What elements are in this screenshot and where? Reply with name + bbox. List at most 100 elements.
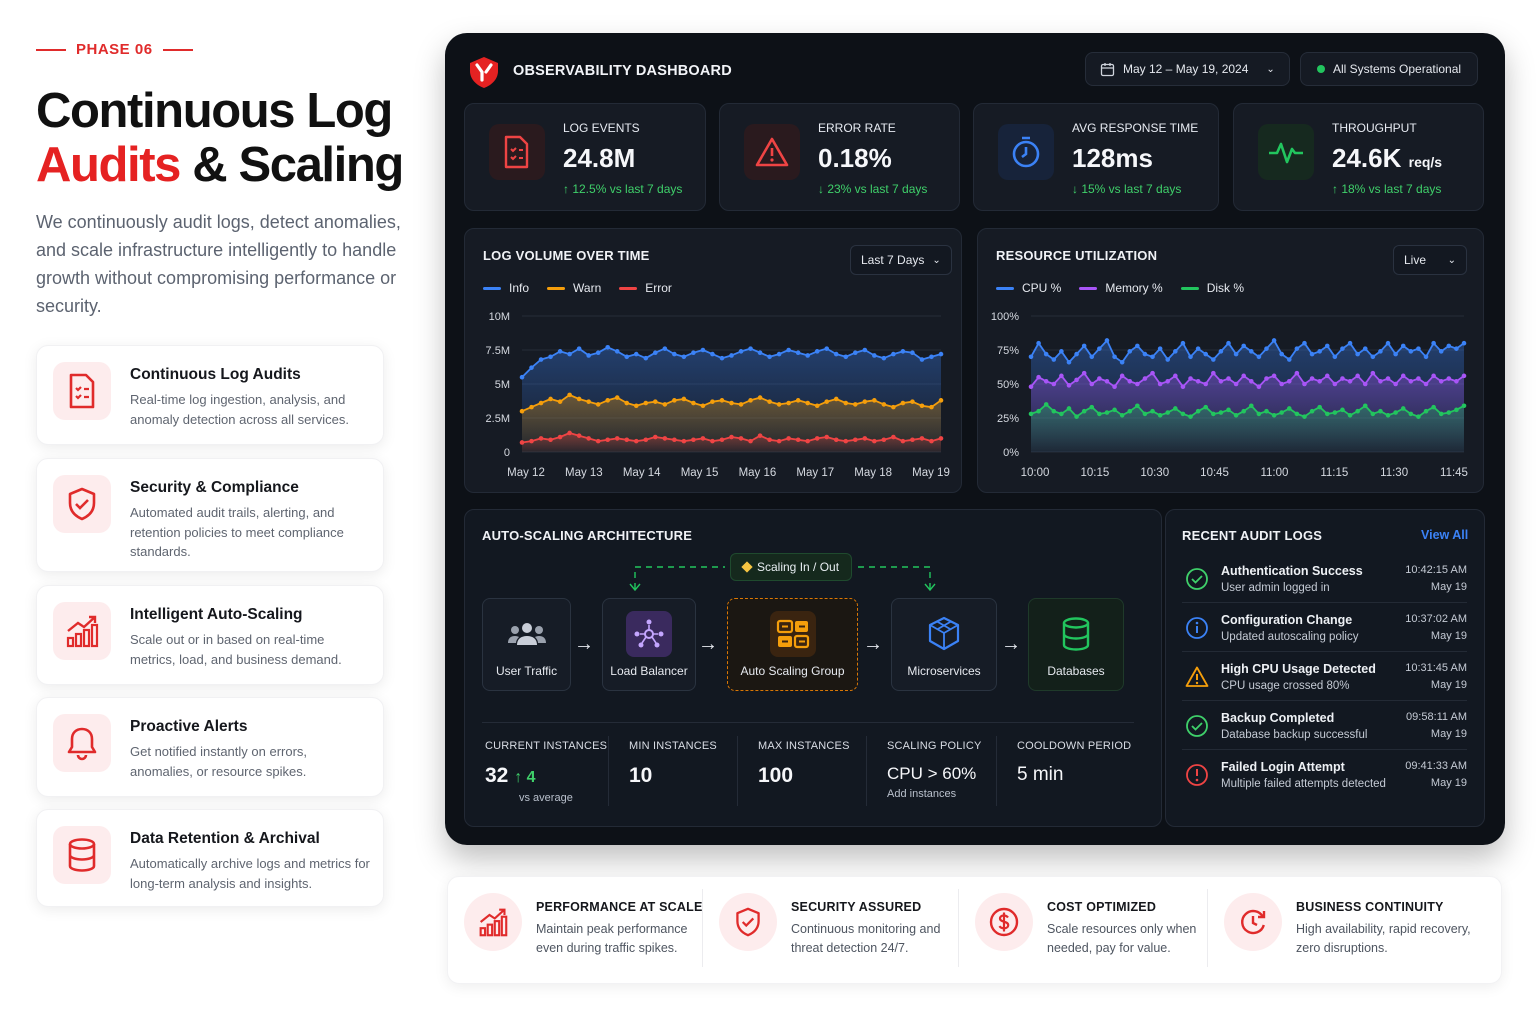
status-dot-icon	[1317, 65, 1325, 73]
data-point	[1324, 373, 1330, 379]
stat-min-instances: MIN INSTANCES 10	[629, 740, 717, 787]
data-point	[1135, 403, 1140, 409]
data-point	[1188, 414, 1193, 419]
data-point	[586, 436, 591, 441]
data-point	[748, 398, 753, 403]
data-point	[567, 430, 572, 436]
data-point	[1256, 354, 1262, 360]
series-line-memory-	[1030, 372, 1465, 388]
node-databases[interactable]: Databases	[1028, 598, 1124, 691]
data-point	[1165, 357, 1171, 362]
y-tick-label: 25%	[997, 413, 1019, 425]
data-point	[519, 408, 525, 414]
series-area-disk-	[1031, 404, 1464, 452]
data-point	[1173, 373, 1178, 379]
data-point	[1211, 357, 1216, 362]
data-point	[891, 434, 896, 440]
data-point	[1385, 376, 1391, 381]
data-point	[795, 398, 801, 403]
legend-item-memory[interactable]: Memory %	[1079, 281, 1163, 295]
feature-card-alerts: Proactive Alerts Get notified instantly …	[36, 697, 384, 797]
data-point	[891, 351, 896, 357]
data-point	[700, 347, 706, 353]
data-point	[1142, 351, 1148, 357]
x-tick-label: May 16	[739, 467, 777, 479]
node-user-traffic[interactable]: User Traffic	[482, 598, 571, 691]
feature-title: Security & Compliance	[130, 479, 299, 496]
feature-card-autoscaling: Intelligent Auto-Scaling Scale out or in…	[36, 585, 384, 685]
data-point	[1119, 412, 1125, 418]
legend-item-info[interactable]: Info	[483, 281, 529, 295]
data-point	[1142, 411, 1148, 417]
data-point	[1279, 351, 1284, 357]
legend-item-disk[interactable]: Disk %	[1180, 281, 1244, 295]
data-point	[1036, 340, 1041, 346]
data-point	[1286, 378, 1292, 384]
date-range-picker[interactable]: May 12 – May 19, 2024 ⌄	[1085, 52, 1290, 86]
data-point	[700, 403, 706, 409]
data-point	[1309, 376, 1315, 381]
data-point	[891, 404, 896, 410]
data-point	[1112, 354, 1117, 360]
audit-log-item[interactable]: Authentication Success User admin logged …	[1185, 563, 1467, 611]
warning-icon	[744, 124, 800, 180]
data-point	[691, 437, 696, 443]
growth-chart-icon	[464, 893, 522, 951]
data-point	[843, 354, 849, 360]
kpi-card-error-rate: ERROR RATE 0.18% ↓ 23% vs last 7 days	[719, 103, 960, 211]
feature-desc: Automated audit trails, alerting, and re…	[130, 505, 344, 559]
resource-range-select[interactable]: Live ⌄	[1393, 245, 1467, 275]
strip-divider	[958, 889, 959, 967]
log-volume-range-select[interactable]: Last 7 Days ⌄	[850, 245, 952, 275]
data-point	[1241, 343, 1247, 349]
node-load-balancer[interactable]: Load Balancer	[602, 598, 696, 691]
y-tick-label: 0	[504, 447, 510, 459]
data-point	[1165, 378, 1171, 384]
data-point	[538, 400, 544, 406]
data-point	[757, 395, 763, 400]
x-tick-label: 11:00	[1260, 467, 1288, 479]
audit-log-item[interactable]: Failed Login Attempt Multiple failed atte…	[1185, 759, 1467, 807]
audit-log-item[interactable]: Configuration Change Updated autoscaling …	[1185, 612, 1467, 660]
data-point	[738, 402, 744, 407]
data-point	[1150, 354, 1155, 360]
view-all-link[interactable]: View All	[1421, 528, 1469, 542]
data-point	[567, 351, 572, 357]
data-point	[1324, 343, 1330, 349]
legend-item-warn[interactable]: Warn	[547, 281, 601, 295]
audit-log-item[interactable]: Backup Completed Database backup successf…	[1185, 710, 1467, 758]
kpi-card-response-time: AVG RESPONSE TIME 128ms ↓ 15% vs last 7 …	[973, 103, 1219, 211]
server-grid-icon	[769, 611, 816, 657]
data-point	[814, 436, 820, 441]
warning-icon	[1185, 666, 1209, 687]
database-icon	[1053, 611, 1099, 657]
data-point	[805, 438, 810, 444]
data-point	[1317, 349, 1322, 354]
data-point	[681, 438, 687, 444]
data-point	[1089, 404, 1095, 410]
data-point	[824, 399, 830, 404]
node-auto-scaling-group[interactable]: Auto Scaling Group	[727, 598, 858, 691]
legend-item-error[interactable]: Error	[619, 281, 672, 295]
x-tick-label: 10:15	[1080, 467, 1109, 479]
node-microservices[interactable]: Microservices	[891, 598, 997, 691]
series-area-error	[522, 433, 941, 452]
data-point	[862, 399, 868, 404]
series-line-disk-	[1030, 403, 1465, 418]
data-point	[1431, 373, 1436, 379]
data-point	[1157, 346, 1163, 351]
log-volume-legend: Info Warn Error	[483, 281, 672, 295]
data-point	[1142, 376, 1148, 381]
data-point	[1385, 412, 1391, 418]
data-point	[605, 344, 611, 350]
legend-item-cpu[interactable]: CPU %	[996, 281, 1061, 295]
data-point	[1097, 346, 1102, 351]
stat-divider	[996, 736, 997, 806]
audit-log-item[interactable]: High CPU Usage Detected CPU usage crossed…	[1185, 661, 1467, 709]
data-point	[1302, 340, 1307, 346]
feature-desc: Real-time log ingestion, analysis, and a…	[130, 392, 349, 427]
data-point	[1097, 376, 1102, 381]
data-point	[1211, 411, 1216, 417]
stat-divider	[608, 736, 609, 806]
data-point	[833, 437, 839, 443]
